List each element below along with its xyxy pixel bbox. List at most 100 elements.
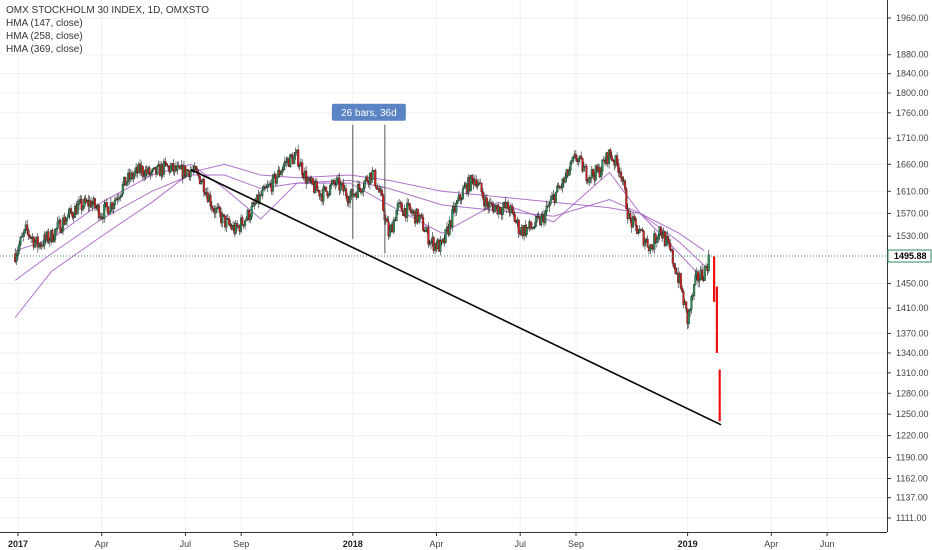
candle-body	[185, 169, 188, 176]
candle-body	[52, 239, 55, 242]
candle-body	[525, 227, 528, 235]
hma-lines	[14, 163, 705, 318]
candle-body	[418, 215, 421, 223]
candle-body	[491, 202, 494, 206]
candle-body	[83, 198, 86, 208]
candle-body	[480, 182, 483, 193]
candle-body	[71, 212, 74, 217]
candle-body	[218, 206, 221, 213]
price-tick-label: 1370.00	[896, 328, 929, 338]
candle-body	[311, 178, 314, 185]
candle-body	[501, 206, 504, 215]
price-tick-label: 1250.00	[896, 409, 929, 419]
candle-body	[545, 205, 548, 212]
candle-body	[471, 175, 474, 179]
hma-line-2	[14, 174, 705, 281]
time-axis[interactable]: 2017 Apr Jul Sep 2018 Apr Jul Sep 2019 Apr Jun	[8, 532, 834, 549]
candle-body	[18, 244, 21, 251]
candle-body	[693, 284, 696, 296]
candle-body	[475, 179, 478, 187]
candle-body	[228, 218, 231, 225]
candle-body	[411, 211, 414, 214]
chart-legend: OMX STOCKHOLM 30 INDEX, 1D, OMXSTO HMA (…	[6, 4, 209, 56]
candle-body	[60, 230, 63, 233]
candle-body	[529, 221, 532, 228]
candle-body	[671, 249, 674, 264]
candle-body	[112, 205, 115, 209]
candle-body	[493, 206, 496, 213]
candle-body	[64, 220, 67, 225]
price-tick-label: 1450.00	[896, 278, 929, 288]
candle-body	[637, 232, 640, 234]
candle-body	[335, 178, 338, 186]
candle-body	[59, 219, 62, 233]
candle-body	[164, 161, 167, 164]
candle-body	[574, 154, 577, 159]
time-tick-label: Jun	[820, 539, 835, 549]
candle-body	[250, 206, 253, 218]
candle-body	[416, 208, 419, 223]
candle-body	[392, 219, 395, 233]
candle-body	[141, 166, 144, 176]
candle-body	[617, 163, 620, 173]
candle-body	[108, 211, 111, 215]
trendline[interactable]	[190, 168, 722, 426]
candle-body	[216, 207, 219, 209]
candle-body	[629, 213, 632, 219]
candle-body	[152, 168, 155, 171]
candle-body	[687, 311, 690, 325]
candle-body	[585, 166, 588, 181]
candle-body	[113, 200, 116, 206]
candle-body	[55, 228, 58, 230]
candle-body	[548, 203, 551, 207]
candle-body	[234, 223, 237, 234]
candle-body	[608, 149, 611, 164]
candle-body	[322, 186, 325, 202]
candle-body	[117, 198, 120, 200]
candle-body	[634, 218, 637, 226]
candle-body	[690, 296, 693, 310]
price-axis[interactable]: 1111.00 1137.00 1162.00 1190.00 1220.00 1250.…	[887, 13, 929, 523]
candle-body	[210, 205, 213, 209]
candle-body	[697, 271, 700, 282]
candle-body	[327, 194, 330, 197]
price-tick-label: 1410.00	[896, 303, 929, 313]
candle-body	[400, 203, 403, 212]
candle-body	[456, 200, 459, 204]
candle-body	[681, 288, 684, 292]
candle-body	[655, 238, 658, 243]
candle-body	[67, 213, 70, 218]
measure-tool[interactable]: 26 bars, 36d	[331, 103, 406, 254]
candle-body	[544, 211, 547, 224]
candle-body	[267, 184, 271, 186]
candle-body	[48, 239, 51, 243]
candle-body	[448, 220, 451, 235]
symbol-title: OMX STOCKHOLM 30 INDEX, 1D, OMXSTO	[6, 5, 210, 16]
candle-body	[407, 202, 410, 205]
hma-line-3	[15, 163, 705, 281]
candle-body	[245, 218, 248, 221]
candle-body	[691, 295, 694, 297]
candle-body	[358, 184, 361, 189]
time-tick-label: 2018	[343, 539, 363, 549]
candle-body	[459, 194, 462, 200]
candle-body	[212, 207, 215, 211]
candle-body	[609, 149, 612, 156]
candle-body	[186, 169, 189, 171]
candle-body	[144, 169, 147, 178]
candle-body	[588, 177, 591, 183]
time-tick-label: 2017	[8, 539, 28, 549]
candle-body	[387, 221, 390, 237]
price-tick-label: 1570.00	[896, 208, 929, 218]
candle-body	[556, 185, 559, 193]
price-tick-label: 1840.00	[896, 69, 929, 79]
candle-body	[410, 209, 413, 214]
price-tick-label: 1760.00	[896, 108, 929, 118]
candle-body	[47, 231, 50, 243]
candle-body	[209, 195, 212, 207]
candle-body	[646, 239, 649, 248]
candle-body	[534, 216, 538, 227]
candle-body	[532, 227, 535, 230]
candle-body	[386, 218, 389, 222]
